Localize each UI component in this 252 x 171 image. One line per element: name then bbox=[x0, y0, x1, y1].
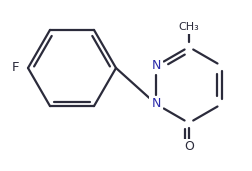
Text: F: F bbox=[11, 62, 19, 75]
Text: CH₃: CH₃ bbox=[178, 22, 199, 32]
Text: N: N bbox=[151, 60, 160, 73]
Text: O: O bbox=[183, 141, 193, 154]
Text: N: N bbox=[151, 97, 160, 110]
